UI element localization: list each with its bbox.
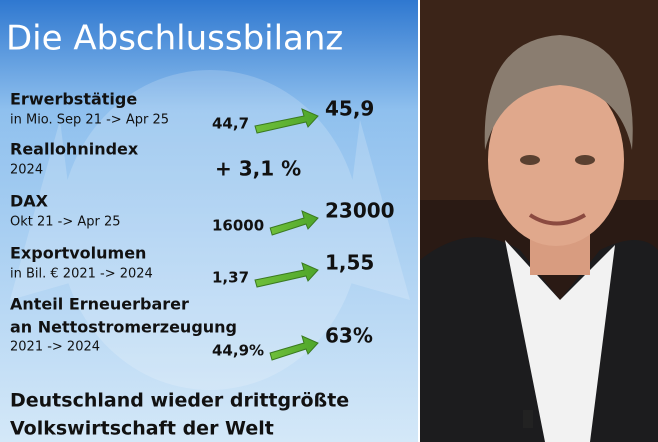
to-value: 1,55 xyxy=(325,251,374,275)
row-label: an Nettostromerzeugung xyxy=(10,318,237,337)
to-value: 23000 xyxy=(325,199,395,223)
eagle-watermark xyxy=(10,70,410,390)
row-label: DAX xyxy=(10,192,49,211)
row-sublabel: in Mio. Sep 21 -> Apr 25 xyxy=(10,113,169,128)
row-sublabel: Okt 21 -> Apr 25 xyxy=(10,215,121,230)
row-label: Reallohnindex xyxy=(10,140,139,159)
title: Die Abschlussbilanz xyxy=(6,19,343,59)
from-value: 16000 xyxy=(212,217,264,235)
row-label: Anteil Erneuerbarer xyxy=(10,295,189,314)
from-value: 44,9% xyxy=(212,342,264,360)
footer-line: Volkswirtschaft der Welt xyxy=(10,418,274,440)
arrow xyxy=(269,335,319,361)
row-label: Erwerbstätige xyxy=(10,90,137,109)
arrow xyxy=(254,108,319,134)
arrow xyxy=(254,262,319,288)
to-value: 45,9 xyxy=(325,97,374,121)
row-label: Exportvolumen xyxy=(10,244,146,263)
from-value: 44,7 xyxy=(212,115,249,133)
arrow xyxy=(269,210,319,236)
portrait-photo xyxy=(420,0,658,442)
row-value: + 3,1 % xyxy=(215,157,301,181)
panel-background xyxy=(0,0,418,442)
to-value: 63% xyxy=(325,324,373,348)
row-sublabel: 2021 -> 2024 xyxy=(10,340,100,355)
row-sublabel: in Bil. € 2021 -> 2024 xyxy=(10,267,153,282)
footer-line: Deutschland wieder drittgrößte xyxy=(10,390,349,412)
from-value: 1,37 xyxy=(212,269,249,287)
row-sublabel: 2024 xyxy=(10,163,43,178)
